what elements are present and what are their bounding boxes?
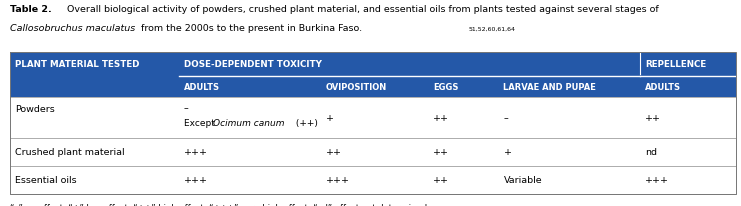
Text: ++: ++ (433, 175, 449, 184)
Text: Crushed plant material: Crushed plant material (15, 147, 124, 156)
Text: +: + (326, 114, 333, 122)
Text: ++: ++ (433, 114, 449, 122)
Text: Except: Except (184, 118, 218, 127)
Bar (10, 166, 736, 194)
Text: Overall biological activity of powders, crushed plant material, and essential oi: Overall biological activity of powders, … (64, 5, 659, 14)
Text: Variable: Variable (503, 175, 542, 184)
Text: Ocimum canum: Ocimum canum (213, 118, 285, 127)
Text: nd: nd (645, 147, 657, 156)
Bar (10, 53, 736, 194)
Text: LARVAE AND PUPAE: LARVAE AND PUPAE (503, 83, 597, 91)
Text: (++): (++) (293, 118, 319, 127)
Bar (10, 53, 736, 76)
Text: Essential oils: Essential oils (15, 175, 76, 184)
Bar (10, 138, 736, 166)
Text: EGGS: EGGS (433, 83, 459, 91)
Bar (10, 98, 736, 138)
Text: +++: +++ (184, 147, 207, 156)
Text: DOSE-DEPENDENT TOXICITY: DOSE-DEPENDENT TOXICITY (184, 60, 322, 69)
Text: ++: ++ (326, 147, 342, 156)
Text: ++: ++ (433, 147, 449, 156)
Text: Powders: Powders (15, 104, 55, 113)
Text: +++: +++ (645, 175, 669, 184)
Text: Table 2.: Table 2. (10, 5, 51, 14)
Text: OVIPOSITION: OVIPOSITION (326, 83, 387, 91)
Text: +: + (503, 147, 511, 156)
Text: +++: +++ (326, 175, 350, 184)
Text: –: – (503, 114, 508, 122)
Text: ++: ++ (645, 114, 662, 122)
Text: ADULTS: ADULTS (184, 83, 220, 91)
Text: REPELLENCE: REPELLENCE (645, 60, 707, 69)
Bar (10, 76, 736, 98)
Text: +++: +++ (184, 175, 207, 184)
Text: –: – (184, 104, 188, 113)
Text: “–” no effect; “+” low effect; “++” high effect; “+++” very high effect; “nd” ef: “–” no effect; “+” low effect; “++” high… (10, 203, 429, 206)
Text: Callosobruchus maculatus: Callosobruchus maculatus (10, 24, 135, 33)
Text: ADULTS: ADULTS (645, 83, 681, 91)
Text: PLANT MATERIAL TESTED: PLANT MATERIAL TESTED (15, 60, 139, 69)
Text: from the 2000s to the present in Burkina Faso.: from the 2000s to the present in Burkina… (138, 24, 362, 33)
Text: 51,52,60,61,64: 51,52,60,61,64 (469, 27, 516, 32)
